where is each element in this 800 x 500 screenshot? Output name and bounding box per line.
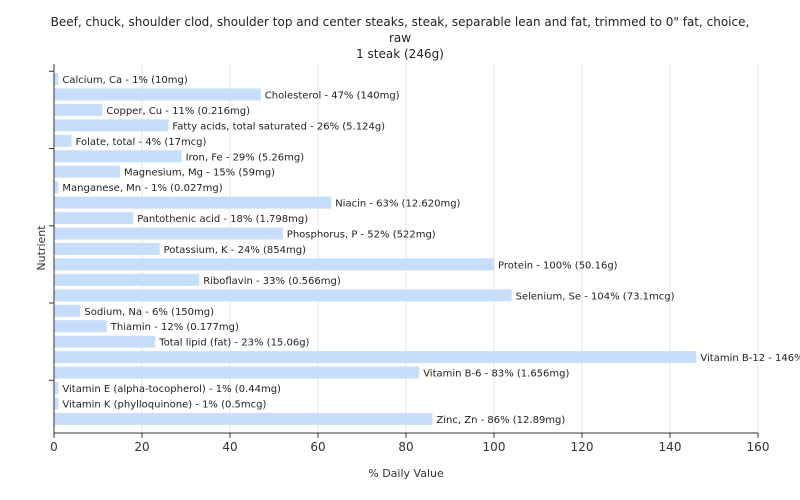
bar bbox=[54, 181, 59, 194]
bar-label: Iron, Fe - 29% (5.26mg) bbox=[186, 152, 305, 163]
bar-labels: Calcium, Ca - 1% (10mg) Cholesterol - 47%… bbox=[62, 75, 800, 426]
x-tick-label: 20 bbox=[134, 440, 149, 454]
bar-label: Sodium, Na - 6% (150mg) bbox=[84, 307, 214, 318]
bar bbox=[54, 165, 120, 178]
bar bbox=[54, 119, 169, 132]
bar bbox=[54, 242, 160, 255]
bar-label: Vitamin K (phylloquinone) - 1% (0.5mcg) bbox=[62, 399, 266, 410]
x-tick-label: 80 bbox=[398, 440, 413, 454]
y-axis-label: Nutrient bbox=[35, 225, 48, 271]
bar bbox=[54, 320, 107, 333]
bars bbox=[54, 73, 697, 425]
bar-label: Folate, total - 4% (17mcg) bbox=[76, 137, 207, 148]
x-tick-label: 140 bbox=[659, 440, 682, 454]
x-tick-label: 120 bbox=[571, 440, 594, 454]
bar-label: Copper, Cu - 11% (0.216mg) bbox=[106, 106, 250, 117]
bar bbox=[54, 304, 81, 317]
x-tick-label: 160 bbox=[747, 440, 770, 454]
chart-title: Beef, chuck, shoulder clod, shoulder top… bbox=[40, 14, 760, 62]
bar bbox=[54, 150, 182, 163]
x-tick-label: 100 bbox=[483, 440, 506, 454]
bar bbox=[54, 289, 512, 302]
bar bbox=[54, 397, 59, 410]
bar-label: Cholesterol - 47% (140mg) bbox=[265, 90, 400, 101]
x-tick-label: 0 bbox=[50, 440, 58, 454]
axes: 0 20 40 60 80 100 120 140 160 bbox=[49, 64, 769, 454]
bar-label: Total lipid (fat) - 23% (15.06g) bbox=[158, 338, 309, 349]
bar bbox=[54, 212, 134, 225]
bar bbox=[54, 412, 433, 425]
bar-label: Riboflavin - 33% (0.566mg) bbox=[203, 276, 341, 287]
chart-title-line2: 1 steak (246g) bbox=[356, 47, 444, 61]
bar bbox=[54, 366, 420, 379]
bar bbox=[54, 196, 332, 209]
bar-label: Manganese, Mn - 1% (0.027mg) bbox=[62, 183, 222, 194]
bar bbox=[54, 88, 261, 101]
bar-label: Vitamin B-6 - 83% (1.656mg) bbox=[423, 369, 569, 380]
bar-label: Calcium, Ca - 1% (10mg) bbox=[62, 75, 187, 86]
x-axis-label: % Daily Value bbox=[368, 467, 444, 480]
bar bbox=[54, 134, 72, 147]
chart-title-line1: Beef, chuck, shoulder clod, shoulder top… bbox=[50, 15, 750, 45]
bar-label: Protein - 100% (50.16g) bbox=[498, 260, 618, 271]
x-tick-label: 60 bbox=[310, 440, 325, 454]
bar bbox=[54, 258, 494, 271]
bar bbox=[54, 273, 200, 286]
bar bbox=[54, 382, 59, 394]
bar-label: Vitamin B-12 - 146% (8.76mcg) bbox=[700, 353, 800, 364]
bar-label: Niacin - 63% (12.620mg) bbox=[335, 199, 460, 210]
bar-label: Fatty acids, total saturated - 26% (5.12… bbox=[172, 121, 385, 132]
bar-label: Zinc, Zn - 86% (12.89mg) bbox=[436, 415, 565, 426]
x-tick-label: 40 bbox=[222, 440, 237, 454]
bar-label: Thiamin - 12% (0.177mg) bbox=[110, 322, 239, 333]
bar bbox=[54, 227, 283, 240]
bar bbox=[54, 335, 156, 348]
bar-label: Phosphorus, P - 52% (522mg) bbox=[287, 230, 436, 241]
bar-label: Pantothenic acid - 18% (1.798mg) bbox=[137, 214, 308, 225]
bar bbox=[54, 351, 697, 364]
bar-label: Potassium, K - 24% (854mg) bbox=[164, 245, 306, 256]
bar-label: Vitamin E (alpha-tocopherol) - 1% (0.44m… bbox=[62, 384, 281, 395]
bar bbox=[54, 103, 103, 116]
bar bbox=[54, 73, 59, 85]
bar-label: Magnesium, Mg - 15% (59mg) bbox=[124, 168, 275, 179]
bar-label: Selenium, Se - 104% (73.1mcg) bbox=[516, 291, 675, 302]
